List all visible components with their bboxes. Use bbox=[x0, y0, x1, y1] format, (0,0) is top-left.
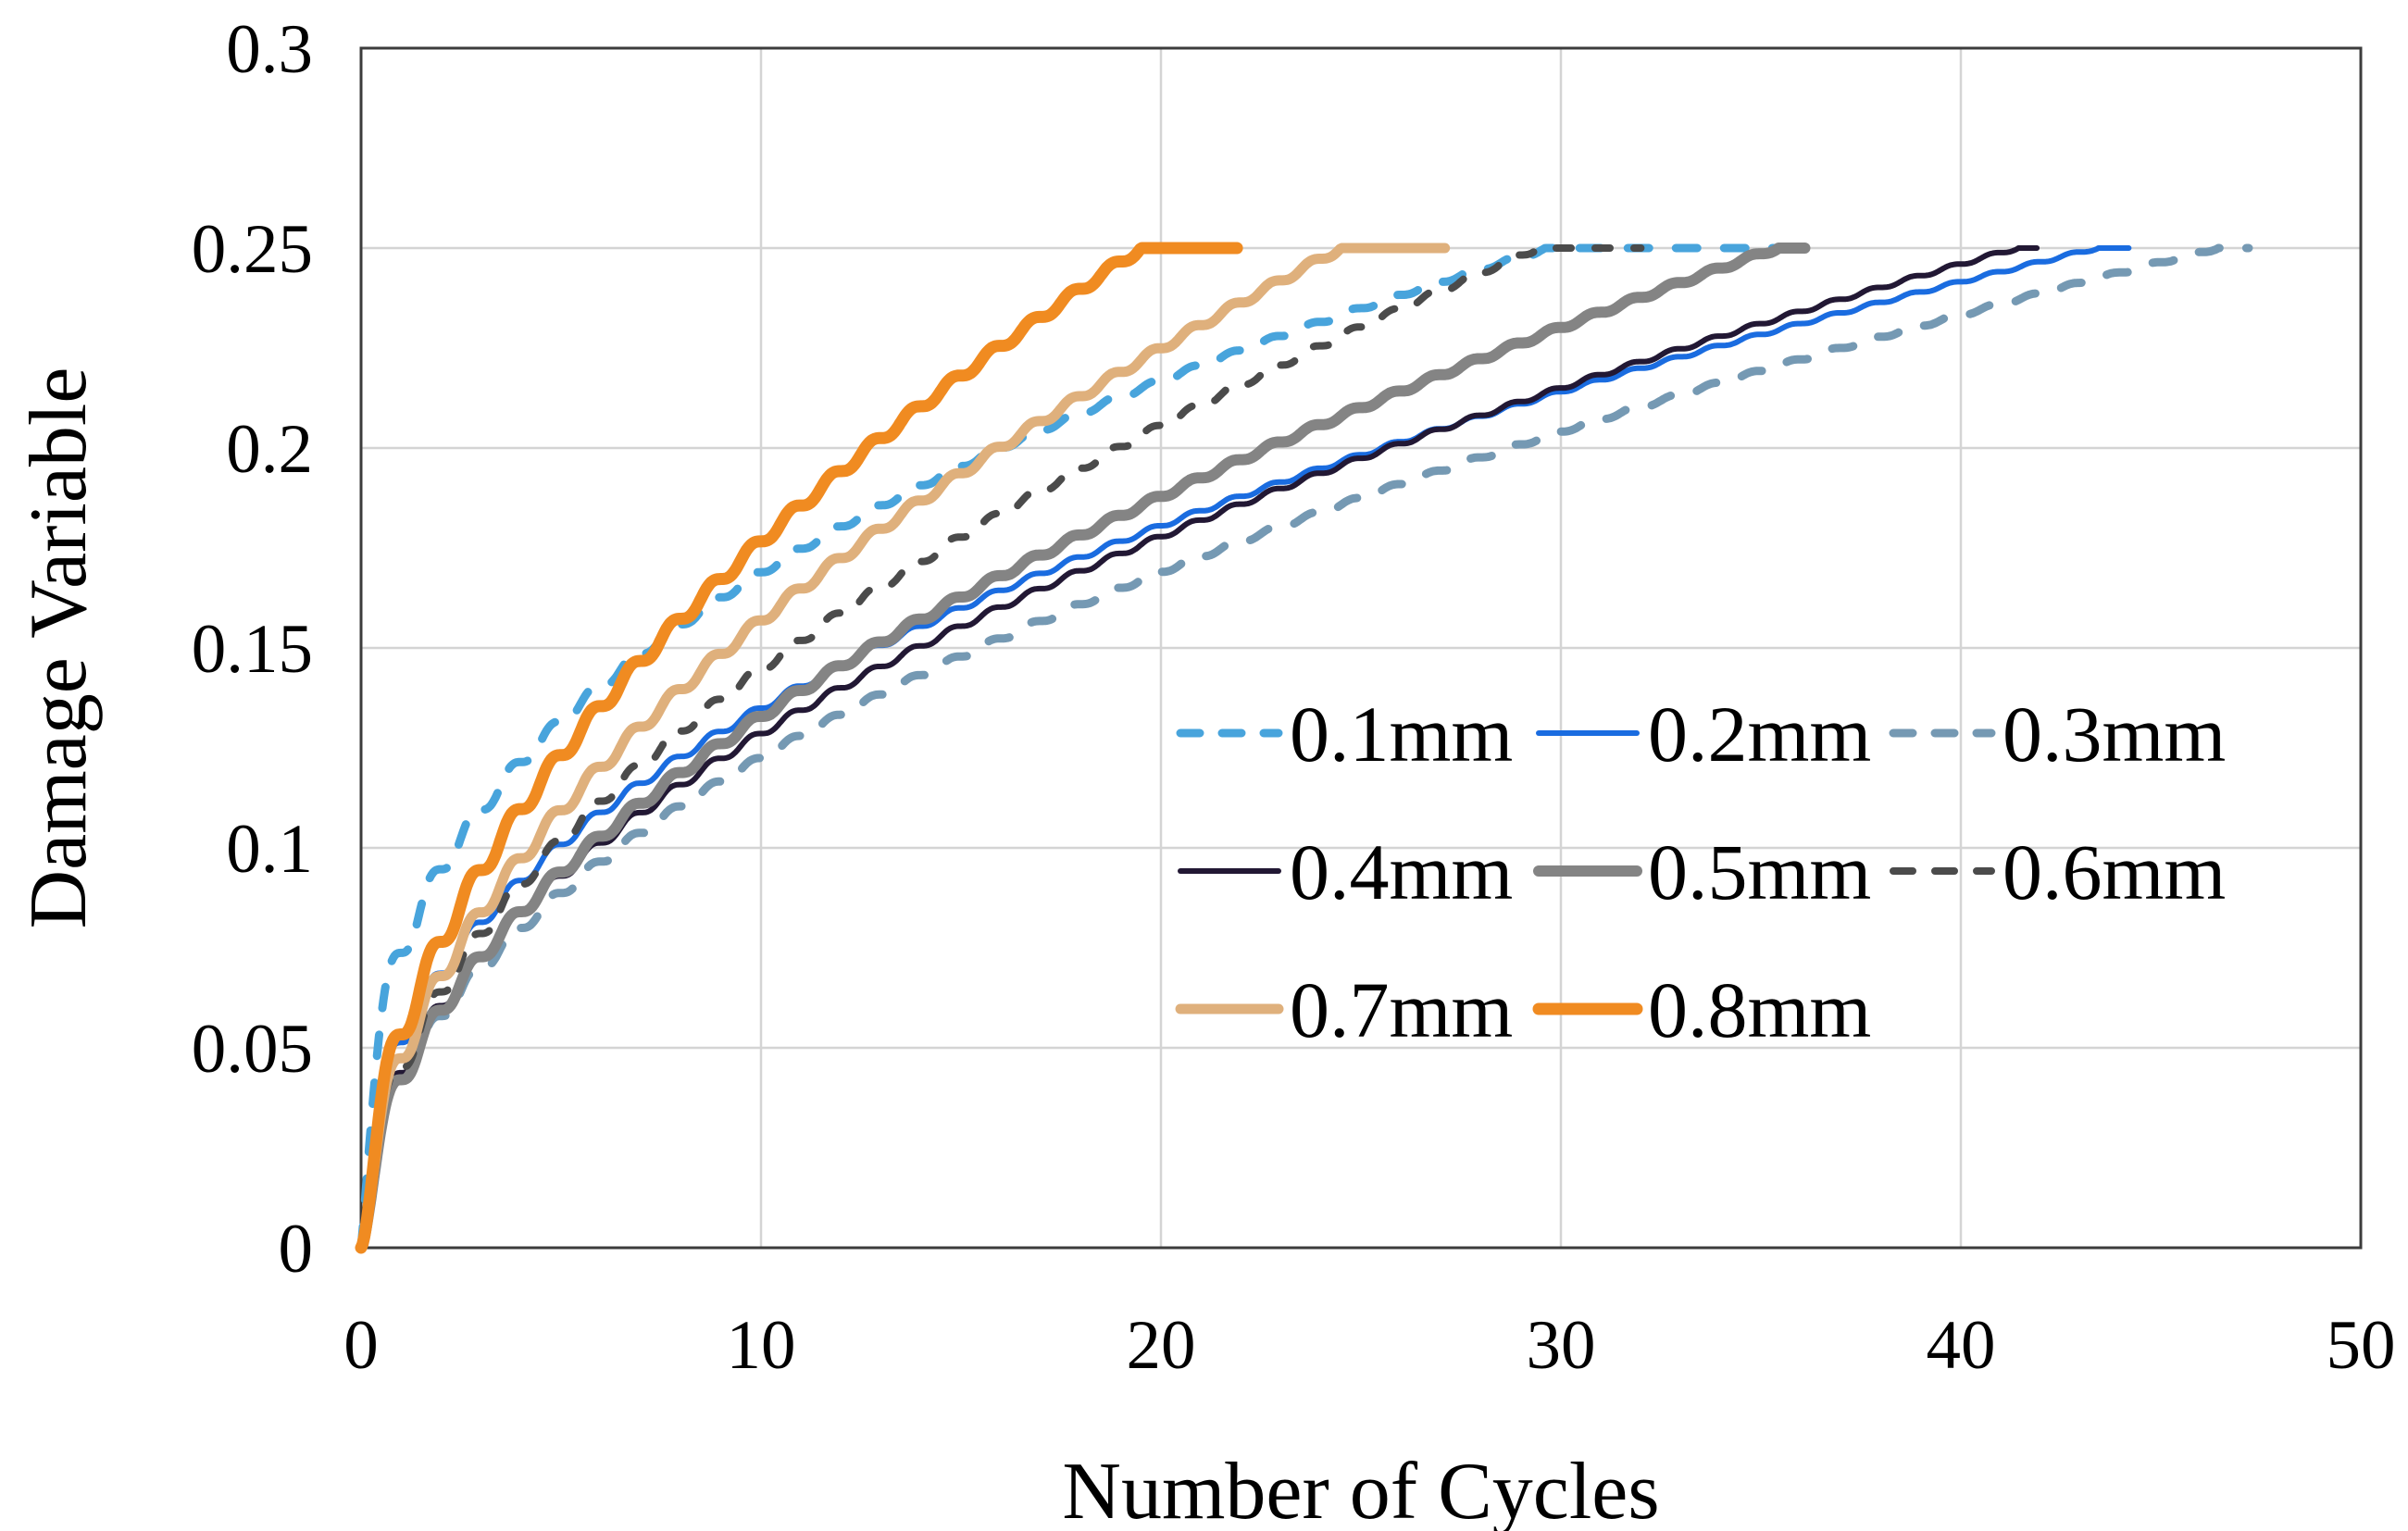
curve-0.2mm bbox=[358, 245, 2132, 1251]
curve-0.3mm bbox=[356, 243, 2253, 1252]
x-tick-50: 50 bbox=[2327, 1307, 2396, 1384]
legend-label-0.5mm: 0.5mm bbox=[1648, 828, 1871, 916]
series-curves bbox=[355, 242, 2253, 1254]
x-axis-title: Number of Cycles bbox=[1062, 1447, 1659, 1531]
x-tick-40: 40 bbox=[1927, 1307, 1996, 1384]
curve-0.7mm bbox=[356, 243, 1451, 1253]
x-tick-20: 20 bbox=[1127, 1307, 1196, 1384]
y-tick-0.3: 0.3 bbox=[226, 11, 313, 88]
y-axis-title: Damage Variable bbox=[14, 367, 104, 929]
y-tick-0.05: 0.05 bbox=[192, 1011, 313, 1088]
curve-0.8mm bbox=[355, 242, 1243, 1254]
legend-label-0.1mm: 0.1mm bbox=[1290, 690, 1513, 778]
x-tick-10: 10 bbox=[727, 1307, 796, 1384]
x-tick-0: 0 bbox=[343, 1307, 379, 1384]
x-axis-tick-labels: 0 10 20 30 40 50 bbox=[343, 1307, 2395, 1384]
y-tick-0.1: 0.1 bbox=[226, 811, 313, 888]
curve-0.6mm bbox=[357, 244, 1645, 1251]
legend-label-0.2mm: 0.2mm bbox=[1648, 690, 1871, 778]
y-tick-0.15: 0.15 bbox=[192, 611, 313, 688]
legend-label-0.3mm: 0.3mm bbox=[2003, 690, 2226, 778]
curve-0.4mm bbox=[358, 245, 2040, 1251]
legend-label-0.8mm: 0.8mm bbox=[1648, 965, 1871, 1054]
legend-label-0.6mm: 0.6mm bbox=[2003, 828, 2226, 916]
y-axis-tick-labels: 0 0.05 0.1 0.15 0.2 0.25 0.3 bbox=[192, 11, 313, 1288]
legend-label-0.7mm: 0.7mm bbox=[1290, 965, 1513, 1054]
curve-0.5mm bbox=[356, 243, 1811, 1253]
legend-label-0.4mm: 0.4mm bbox=[1290, 828, 1513, 916]
x-tick-30: 30 bbox=[1527, 1307, 1596, 1384]
plot-border bbox=[359, 46, 2363, 1250]
y-tick-0.2: 0.2 bbox=[226, 411, 313, 488]
y-tick-0: 0 bbox=[279, 1211, 314, 1288]
y-tick-0.25: 0.25 bbox=[192, 211, 313, 288]
legend: 0.1mm 0.2mm 0.3mm 0.4mm 0.5mm 0.6mm 0.7mm 0.8mm bbox=[1175, 690, 2226, 1054]
curve-0.1mm bbox=[356, 243, 1793, 1252]
